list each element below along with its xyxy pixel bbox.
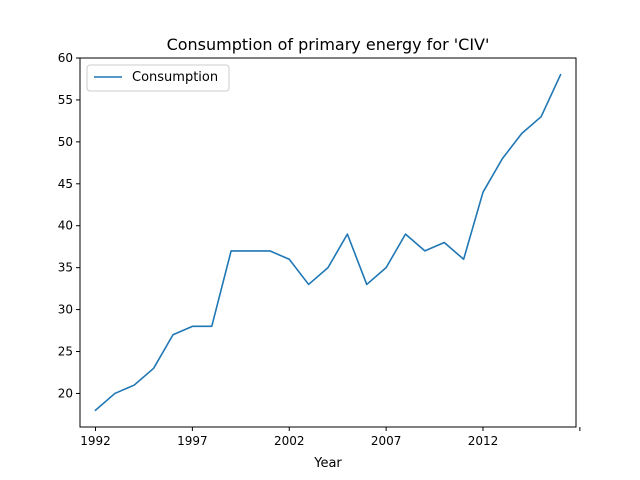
y-axis: 20 25 30 35 40 45 50 55 60: [58, 51, 80, 400]
y-tick-label: 30: [58, 303, 73, 317]
y-tick-label: 50: [58, 135, 73, 149]
x-axis: 1992 1997 2002 2007 2012: [80, 427, 581, 448]
legend: Consumption: [86, 64, 230, 92]
y-tick-label: 25: [58, 345, 73, 359]
x-tick-label: 2012: [468, 434, 499, 448]
legend-box: [86, 64, 230, 92]
y-tick-label: 35: [58, 261, 73, 275]
plot-frame: [79, 57, 577, 428]
x-tick-label: 2002: [274, 434, 305, 448]
y-tick-label: 45: [58, 177, 73, 191]
legend-label: Consumption: [132, 70, 218, 85]
y-tick-label: 40: [58, 219, 73, 233]
x-tick-label: 1992: [80, 434, 111, 448]
y-tick-label: 55: [58, 93, 73, 107]
plot-area: [94, 73, 562, 412]
x-axis-label: Year: [313, 456, 342, 471]
series-line-0: [94, 73, 562, 412]
y-tick-label: 20: [58, 386, 73, 400]
x-tick-label: 2007: [371, 434, 402, 448]
chart-title: Consumption of primary energy for 'CIV': [167, 35, 490, 54]
y-tick-label: 60: [58, 51, 73, 65]
x-tick-label: 1997: [177, 434, 208, 448]
